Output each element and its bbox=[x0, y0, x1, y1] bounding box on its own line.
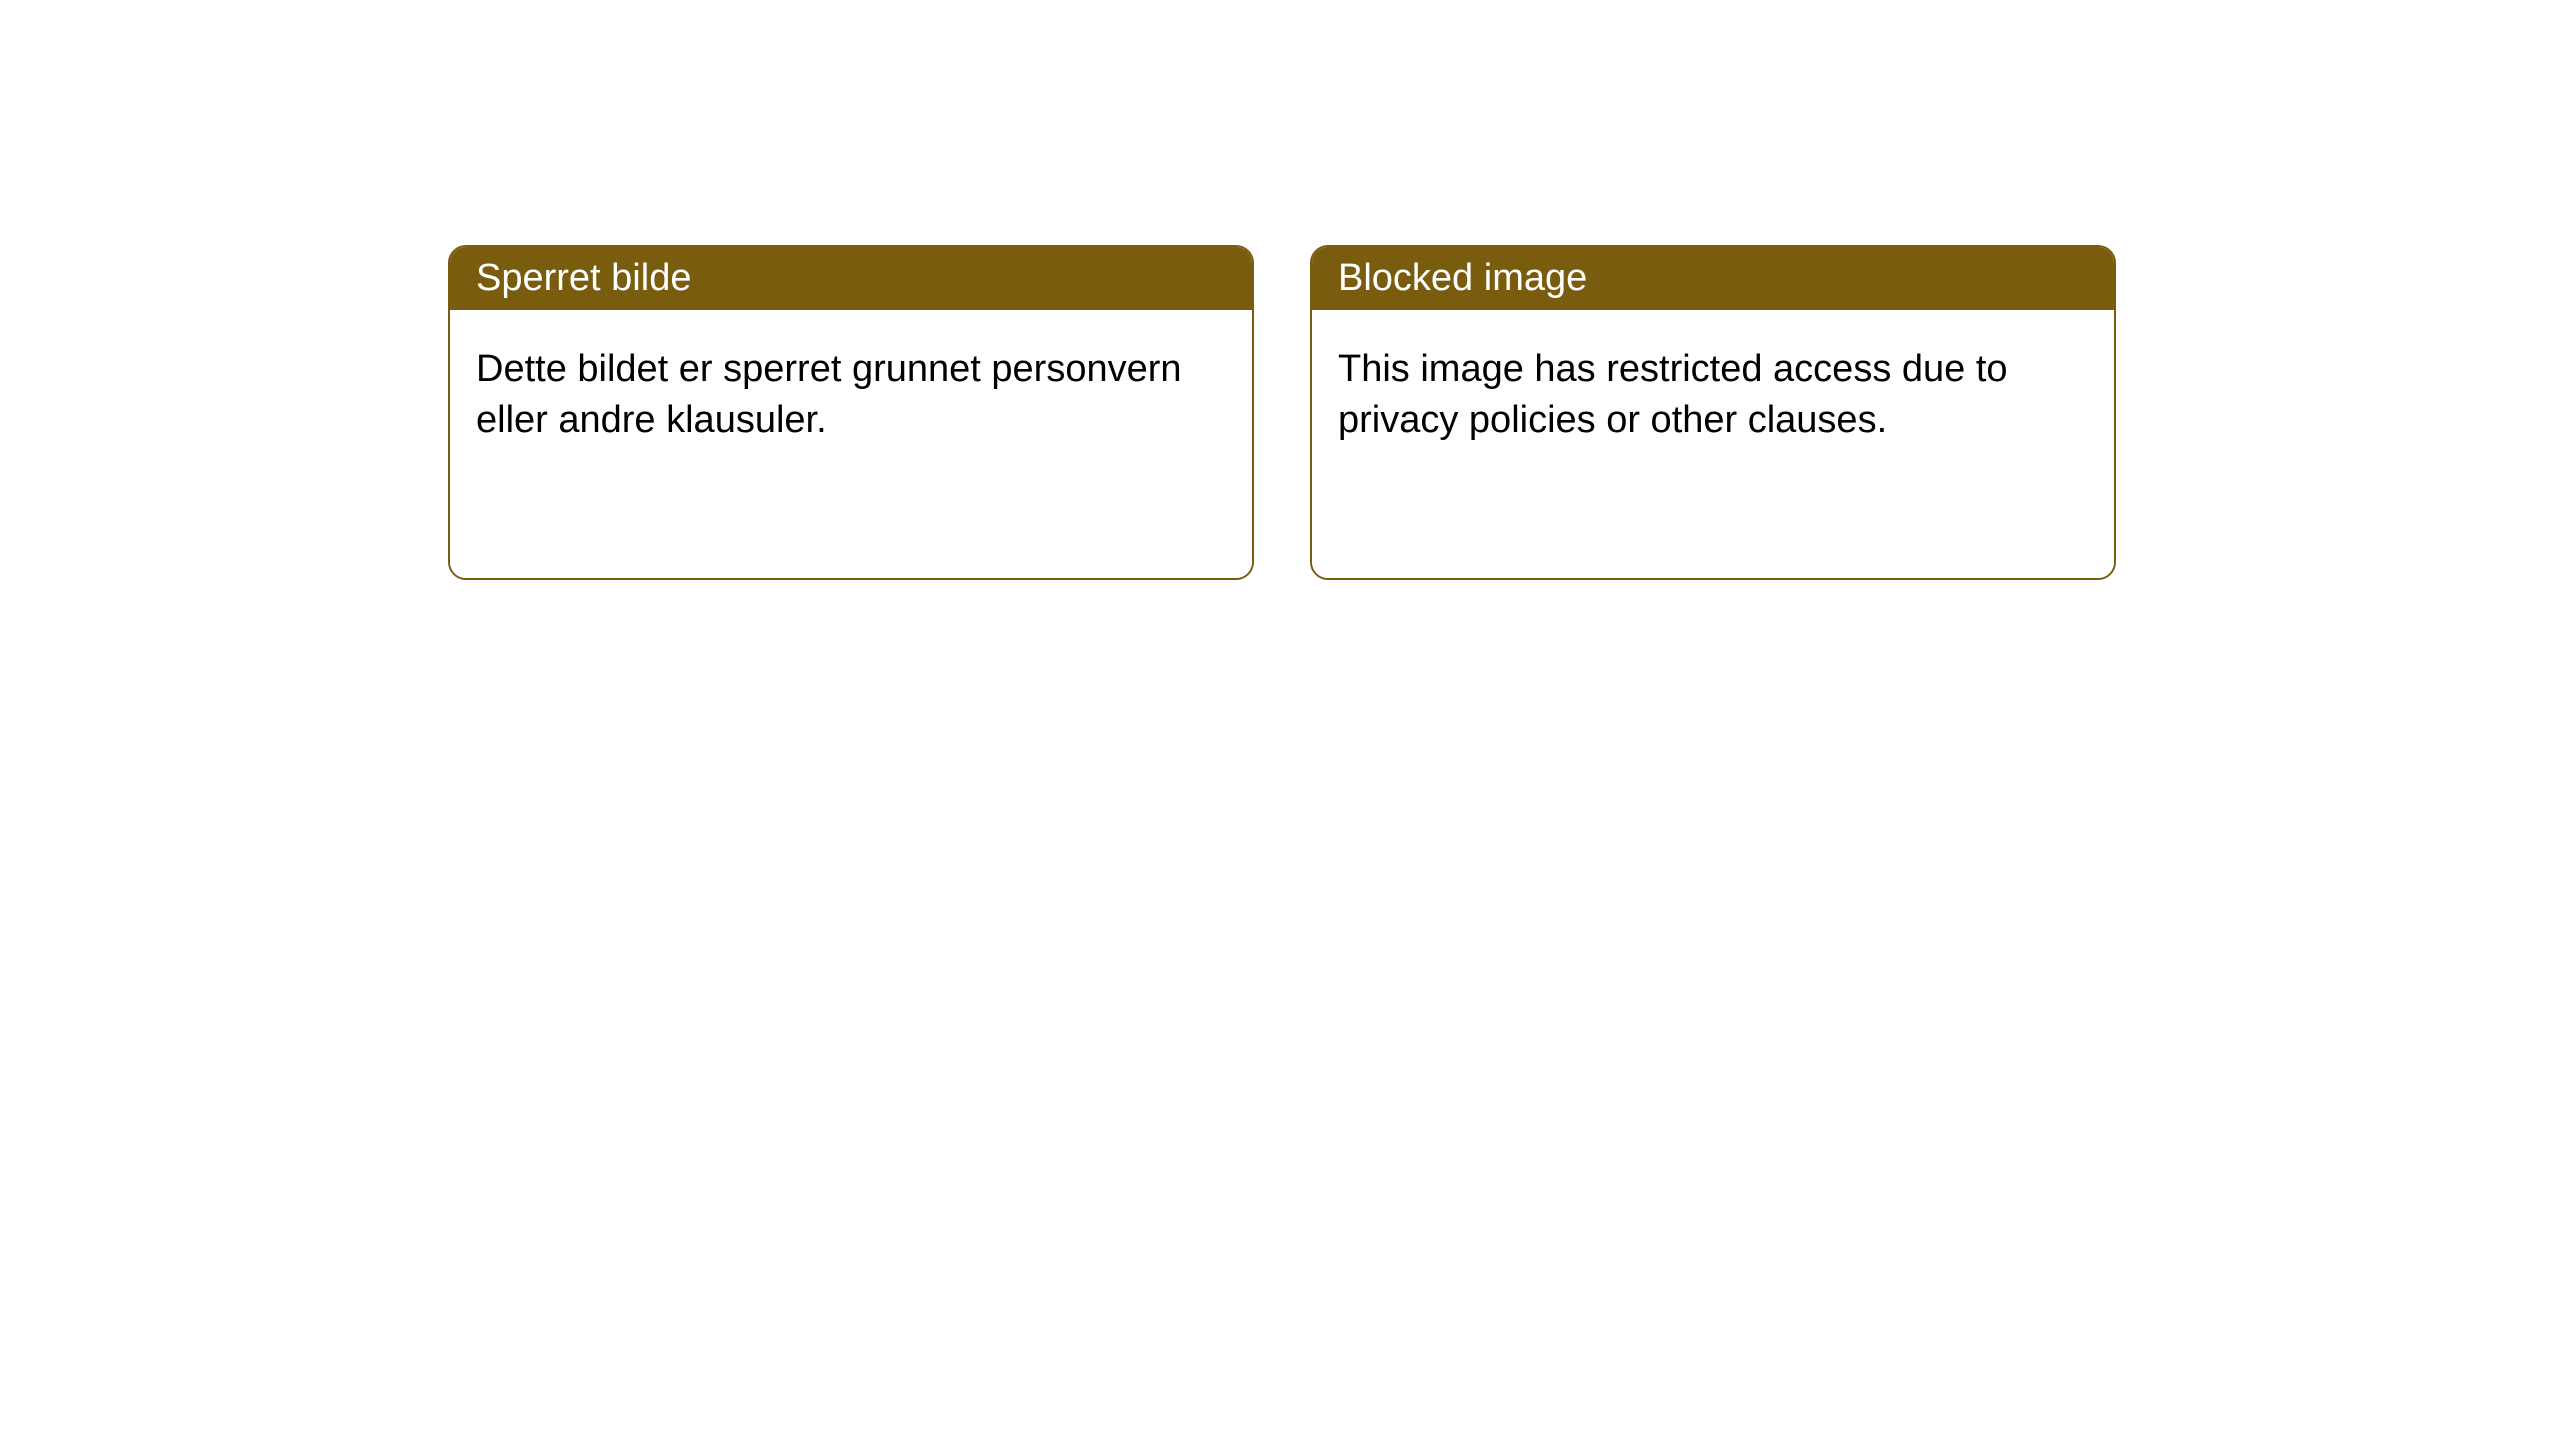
card-header-en: Blocked image bbox=[1312, 247, 2114, 310]
card-text-no: Dette bildet er sperret grunnet personve… bbox=[476, 348, 1182, 441]
card-body-en: This image has restricted access due to … bbox=[1312, 310, 2114, 578]
blocked-image-card-en: Blocked image This image has restricted … bbox=[1310, 245, 2116, 580]
blocked-image-card-no: Sperret bilde Dette bildet er sperret gr… bbox=[448, 245, 1254, 580]
card-title-en: Blocked image bbox=[1338, 257, 1587, 299]
notice-container: Sperret bilde Dette bildet er sperret gr… bbox=[448, 245, 2116, 580]
card-header-no: Sperret bilde bbox=[450, 247, 1252, 310]
card-title-no: Sperret bilde bbox=[476, 257, 691, 299]
card-text-en: This image has restricted access due to … bbox=[1338, 348, 2008, 441]
card-body-no: Dette bildet er sperret grunnet personve… bbox=[450, 310, 1252, 578]
